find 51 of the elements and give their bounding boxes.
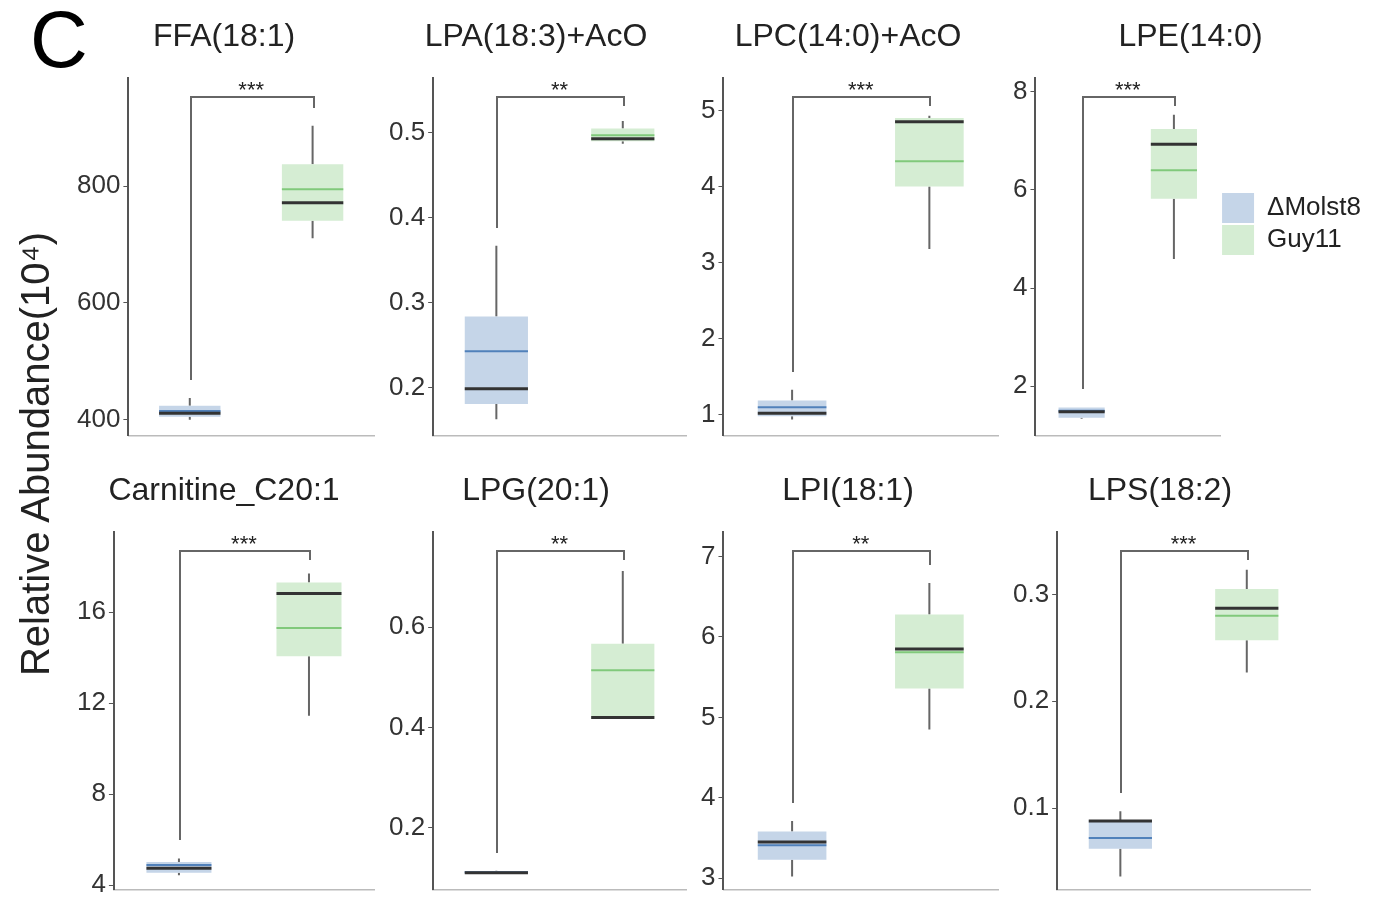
- y-tick-label: 8: [91, 777, 106, 808]
- y-tick-label: 2: [1012, 369, 1028, 400]
- y-tick-label: 0.4: [388, 710, 426, 741]
- y-tick-label: 800: [76, 169, 121, 200]
- y-tick-label: 7: [700, 539, 716, 570]
- y-tick-label: 4: [700, 780, 716, 811]
- annotation: ***: [1114, 77, 1142, 103]
- y-tick-label: 4: [700, 169, 716, 200]
- y-tick-label: 400: [76, 402, 121, 433]
- chart-title: LPC(14:0)+AcO: [734, 17, 962, 54]
- y-tick-label: 0.4: [388, 200, 426, 231]
- y-tick-label: 0.2: [1012, 684, 1050, 715]
- chart-title: LPA(18:3)+AcO: [424, 17, 648, 54]
- y-tick-label: 12: [77, 686, 106, 717]
- y-tick-label: 5: [700, 93, 716, 124]
- annotation: ***: [238, 77, 265, 103]
- y-tick-label: 0.6: [388, 610, 426, 641]
- y-tick-label: 0.3: [1012, 577, 1050, 608]
- y-tick-label: 6: [700, 620, 716, 651]
- annotation: ***: [847, 77, 875, 103]
- y-tick-label: 3: [700, 861, 716, 892]
- chart-title: LPI(18:1): [782, 471, 914, 508]
- y-tick-label: 0.3: [388, 285, 426, 316]
- annotation: **: [551, 531, 569, 557]
- y-tick-label: 2: [700, 321, 716, 352]
- y-tick-label: 1: [700, 398, 716, 429]
- y-tick-label: 0.2: [388, 370, 426, 401]
- y-tick-label: 5: [700, 700, 716, 731]
- chart-title: LPG(20:1): [462, 471, 610, 508]
- y-tick-label: 4: [91, 868, 106, 899]
- chart-title: LPE(14:0): [1118, 17, 1263, 54]
- y-tick-label: 4: [1012, 271, 1028, 302]
- annotation: ***: [1170, 531, 1197, 557]
- annotation: ***: [231, 531, 258, 557]
- legend-label: ΔMolst8: [1267, 191, 1362, 222]
- y-tick-label: 3: [700, 245, 716, 276]
- y-tick-label: 16: [77, 595, 106, 626]
- y-tick-label: 6: [1012, 173, 1028, 204]
- legend-label: Guy11: [1267, 223, 1342, 254]
- annotation: **: [852, 531, 870, 557]
- y-tick-label: 0.1: [1012, 791, 1050, 822]
- chart-title: FFA(18:1): [152, 17, 296, 54]
- chart-title: LPS(18:2): [1087, 471, 1233, 508]
- y-tick-label: 0.2: [388, 810, 426, 841]
- y-tick-label: 0.5: [388, 115, 426, 146]
- y-tick-label: 600: [76, 286, 121, 317]
- y-axis-title: Relative Abundance(10⁴): [12, 231, 58, 677]
- y-tick-label: 8: [1012, 74, 1028, 105]
- chart-title: Carnitine_C20:1: [108, 471, 340, 508]
- annotation: **: [551, 77, 569, 103]
- text: C: [30, 0, 88, 86]
